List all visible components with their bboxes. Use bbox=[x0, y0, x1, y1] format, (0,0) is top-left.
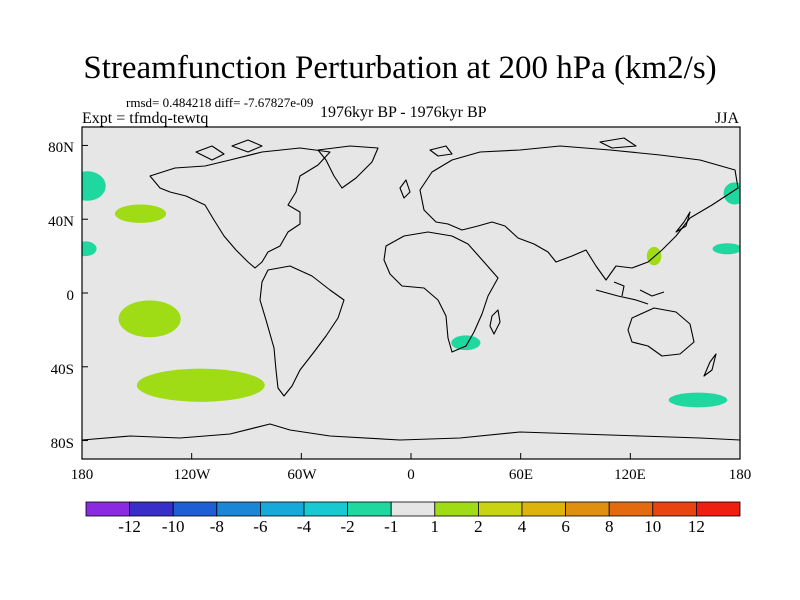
map-background bbox=[82, 127, 740, 459]
colorbar-swatch bbox=[85, 501, 130, 517]
colorbar-label: 10 bbox=[644, 517, 662, 536]
anomaly-dateline-subtropical-negative bbox=[82, 241, 97, 257]
colorbar-label: 2 bbox=[474, 517, 483, 536]
colorbar bbox=[85, 501, 741, 517]
colorbar-label: -2 bbox=[340, 517, 355, 536]
coastline-arctic-islands bbox=[195, 137, 637, 161]
coastline-africa bbox=[383, 231, 499, 353]
anomaly-central-pacific-negative bbox=[712, 243, 740, 255]
y-tick-80s: 80S bbox=[50, 436, 74, 452]
experiment-label: Expt = tfmdq-tewtq bbox=[82, 110, 209, 127]
coastline-indonesia bbox=[595, 281, 665, 305]
anomaly-kamchatka-negative bbox=[723, 182, 740, 205]
coastline-japan bbox=[675, 211, 691, 233]
x-tick-60e: 60E bbox=[508, 467, 534, 483]
colorbar-swatch bbox=[129, 501, 174, 517]
anomaly-dateline-arctic-negative bbox=[82, 171, 106, 201]
coastline-british-isles bbox=[399, 179, 411, 199]
colorbar-label: 12 bbox=[687, 517, 705, 536]
colorbar-label: 8 bbox=[604, 517, 614, 536]
colorbar-label: -1 bbox=[384, 517, 399, 536]
colorbar-swatch bbox=[652, 501, 697, 517]
colorbar-label: 1 bbox=[430, 517, 440, 536]
colorbar-swatch bbox=[608, 501, 654, 517]
coastline-north-america bbox=[149, 147, 331, 269]
anomaly-north-pacific-positive bbox=[114, 204, 167, 223]
coastline-greenland bbox=[317, 145, 379, 189]
x-tick-60w: 60W bbox=[287, 467, 317, 483]
coastline-australia bbox=[627, 307, 695, 357]
colorbar-label: -4 bbox=[296, 517, 312, 536]
coastline-new-zealand bbox=[703, 353, 717, 377]
stats-text: rmsd= 0.484218 diff= -7.67827e-09 bbox=[126, 95, 314, 110]
coastline-antarctica bbox=[82, 423, 740, 441]
colorbar-swatch bbox=[259, 501, 305, 517]
coastline-madagascar bbox=[489, 309, 501, 335]
y-tick-0: 0 bbox=[66, 288, 75, 304]
colorbar-swatch bbox=[390, 501, 436, 517]
anomaly-southern-ocean-negative bbox=[668, 392, 728, 408]
colorbar-swatch bbox=[477, 501, 523, 517]
y-tick-40n: 40N bbox=[48, 214, 74, 230]
colorbar-label: -6 bbox=[253, 517, 268, 536]
colorbar-swatch bbox=[216, 501, 261, 517]
x-tick-180w: 180 bbox=[70, 467, 94, 483]
coastline-eurasia bbox=[419, 145, 739, 281]
period-label: 1976kyr BP - 1976kyr BP bbox=[320, 104, 487, 121]
anomaly-southern-africa-negative bbox=[451, 335, 481, 351]
colorbar-swatch bbox=[172, 501, 218, 517]
y-tick-40s: 40S bbox=[50, 362, 74, 378]
colorbar-label: -12 bbox=[118, 517, 141, 536]
colorbar-label: -8 bbox=[209, 517, 224, 536]
x-tick-120w: 120W bbox=[173, 467, 211, 483]
y-tick-80n: 80N bbox=[48, 140, 74, 156]
coastlines bbox=[82, 137, 740, 441]
colorbar-swatch bbox=[696, 501, 741, 517]
colorbar-swatch bbox=[565, 501, 610, 517]
colorbar-swatch bbox=[434, 501, 479, 517]
colorbar-swatch bbox=[521, 501, 566, 517]
x-tick-0: 0 bbox=[407, 467, 415, 483]
colorbar-label: 6 bbox=[561, 517, 570, 536]
x-tick-120e: 120E bbox=[614, 467, 646, 483]
colorbar-label: -10 bbox=[161, 517, 185, 536]
chart-title: Streamfunction Perturbation at 200 hPa (… bbox=[83, 50, 717, 86]
colorbar-swatch bbox=[347, 501, 392, 517]
colorbar-label: 4 bbox=[517, 517, 527, 536]
x-tick-180e: 180 bbox=[728, 467, 752, 483]
colorbar-swatch bbox=[303, 501, 348, 517]
season-label: JJA bbox=[715, 110, 740, 127]
coastline-south-america bbox=[259, 265, 345, 397]
anomaly-tropical-pacific-positive bbox=[118, 300, 181, 338]
anomaly-south-pacific-positive bbox=[136, 368, 265, 402]
